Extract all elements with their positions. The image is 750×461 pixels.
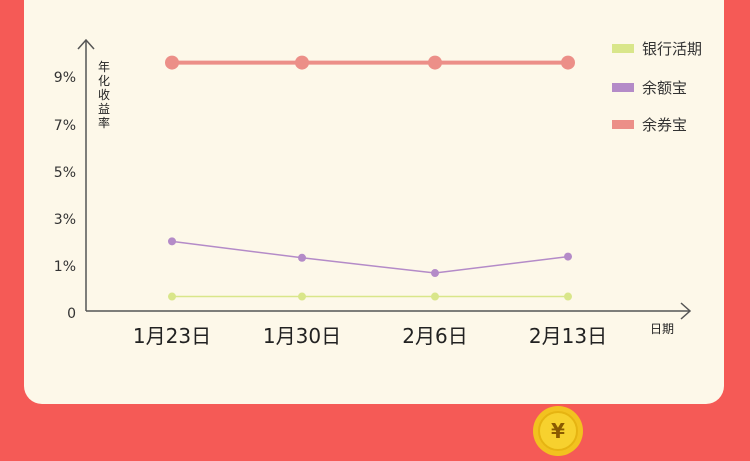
y-tick-label: 9% [54, 70, 76, 86]
chart-card: 0 1% 3% 5% 7% 9% 1月23日 1月30日 2月6日 2月13日 银行活期余额宝余… [24, 0, 724, 404]
x-axis-arrow [680, 302, 692, 320]
series-3 [165, 55, 575, 70]
data-point [431, 269, 439, 278]
data-point [431, 292, 439, 301]
series-1 [168, 292, 572, 301]
y-axis-arrow [77, 38, 95, 50]
legend-label: 余额宝 [642, 79, 687, 97]
legend-swatch [612, 83, 634, 92]
data-point [564, 252, 572, 261]
data-point [561, 55, 575, 70]
axes [77, 38, 692, 320]
series-2 [168, 237, 572, 278]
line-chart: 0 1% 3% 5% 7% 9% 1月23日 1月30日 2月6日 2月13日 银行活期余额宝余… [54, 38, 702, 348]
x-tick-label: 1月23日 [133, 324, 211, 348]
x-tick-label: 2月6日 [402, 324, 467, 348]
coin-symbol: ¥ [551, 419, 565, 443]
data-point [298, 253, 306, 262]
y-tick-label: 5% [54, 165, 76, 181]
x-tick-label: 1月30日 [263, 324, 341, 348]
legend-label: 余券宝 [642, 116, 687, 134]
series-line [171, 240, 569, 274]
x-tick-label: 2月13日 [529, 324, 607, 348]
legend-swatch [612, 120, 634, 129]
data-point [564, 292, 572, 301]
data-point [168, 237, 176, 246]
data-point [298, 292, 306, 301]
y-tick-label: 0 [67, 306, 76, 322]
data-point [168, 292, 176, 301]
data-point [165, 55, 179, 70]
y-tick-labels: 0 1% 3% 5% 7% 9% [54, 70, 76, 322]
data-point [295, 55, 309, 70]
y-tick-label: 7% [54, 118, 76, 134]
y-tick-label: 1% [54, 259, 76, 275]
series-layer [165, 55, 575, 301]
x-tick-labels: 1月23日 1月30日 2月6日 2月13日 [133, 324, 607, 348]
yuan-coin-icon: ¥ [532, 405, 584, 457]
y-tick-label: 3% [54, 212, 76, 228]
data-point [428, 55, 442, 70]
legend-label: 银行活期 [642, 40, 702, 58]
x-axis-title: 日期 [650, 322, 674, 336]
y-axis-title: 年化收益率 [98, 60, 110, 130]
legend-swatch [612, 44, 634, 53]
